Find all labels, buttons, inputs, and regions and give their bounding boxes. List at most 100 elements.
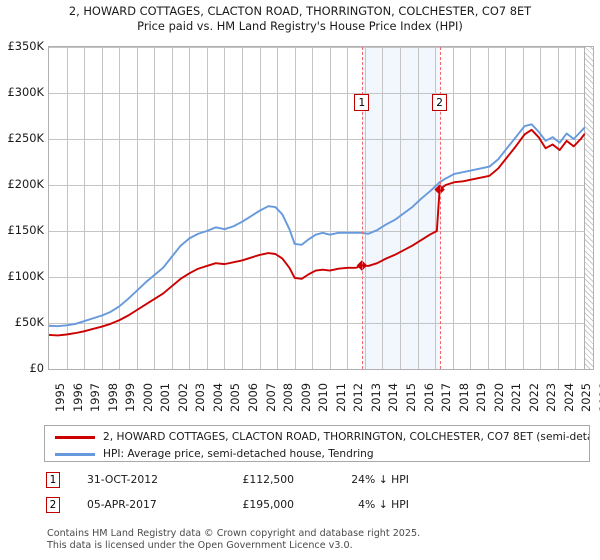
x-axis-tick-label: 2016 bbox=[421, 383, 436, 412]
y-axis-tick-label: £100K bbox=[7, 269, 44, 283]
page-title: 2, HOWARD COTTAGES, CLACTON ROAD, THORRI… bbox=[68, 4, 532, 18]
gridline-vertical bbox=[154, 47, 156, 369]
legend-swatch-hpi bbox=[55, 453, 95, 456]
transaction-badge-2: 2 bbox=[46, 497, 60, 513]
x-axis-tick-label: 2008 bbox=[281, 383, 296, 412]
marker-callout-1: 1 bbox=[354, 94, 370, 111]
x-axis-tick-label: 1998 bbox=[105, 383, 120, 412]
gridline-horizontal bbox=[49, 47, 593, 48]
table-row: 2 05-APR-2017 £195,000 4% ↓ HPI bbox=[44, 495, 594, 520]
page-subtitle: Price paid vs. HM Land Registry's House … bbox=[137, 19, 463, 33]
x-axis-tick-label: 2017 bbox=[439, 383, 454, 412]
gridline-vertical bbox=[399, 47, 401, 369]
gridline-vertical bbox=[189, 47, 191, 369]
x-axis: 1995 1996 1997 1998 1999 2000 2001 2002 2003 2004… bbox=[48, 372, 600, 414]
x-axis-tick-label: 2012 bbox=[351, 383, 366, 412]
legend-label-hpi: HPI: Average price, semi-detached house,… bbox=[103, 448, 374, 460]
x-axis-tick-label: 1997 bbox=[88, 383, 103, 412]
legend-label-price-paid: 2, HOWARD COTTAGES, CLACTON ROAD, THORRI… bbox=[103, 431, 589, 443]
gridline-horizontal bbox=[49, 93, 593, 94]
x-axis-tick-label: 1999 bbox=[123, 383, 138, 412]
gridline-horizontal bbox=[49, 139, 593, 140]
transaction-date-1: 31-OCT-2012 bbox=[87, 473, 158, 486]
future-region-hatch bbox=[584, 47, 593, 369]
gridline-vertical bbox=[277, 47, 279, 369]
x-axis-tick-label: 2018 bbox=[456, 383, 471, 412]
x-axis-tick-label: 1995 bbox=[53, 383, 67, 412]
x-axis-tick-label: 2025 bbox=[579, 383, 594, 412]
y-axis-tick-label: £250K bbox=[7, 131, 44, 145]
x-axis-tick-label: 2015 bbox=[403, 383, 418, 412]
marker-vertical-line bbox=[439, 47, 441, 369]
gridline-vertical bbox=[242, 47, 244, 369]
gridline-vertical bbox=[84, 47, 86, 369]
y-axis-tick-label: £350K bbox=[7, 39, 44, 53]
x-axis-tick-label: 2005 bbox=[228, 383, 243, 412]
x-axis-tick-label: 2020 bbox=[491, 383, 506, 412]
x-axis-tick-label: 2006 bbox=[246, 383, 261, 412]
transactions-table: 1 31-OCT-2012 £112,500 24% ↓ HPI 2 05-AP… bbox=[44, 470, 594, 520]
gridline-vertical bbox=[294, 47, 296, 369]
gridline-horizontal bbox=[49, 231, 593, 232]
x-axis-tick-label: 2007 bbox=[263, 383, 278, 412]
marker-vertical-line bbox=[361, 47, 363, 369]
x-axis-tick-label: 2009 bbox=[298, 383, 313, 412]
x-axis-tick-label: 2019 bbox=[474, 383, 489, 412]
gridline-vertical bbox=[470, 47, 472, 369]
chart-title-block: 2, HOWARD COTTAGES, CLACTON ROAD, THORRI… bbox=[0, 4, 600, 34]
gridline-vertical bbox=[119, 47, 121, 369]
gridline-vertical bbox=[364, 47, 366, 369]
y-axis-tick-label: £0 bbox=[29, 361, 45, 375]
gridline-vertical bbox=[66, 47, 68, 369]
transaction-hpi-delta-2: 4% ↓ HPI bbox=[358, 498, 409, 511]
gridline-vertical bbox=[522, 47, 524, 369]
x-axis-tick-label: 2014 bbox=[386, 383, 401, 412]
transaction-price-2: £195,000 bbox=[242, 498, 294, 511]
series-lines bbox=[49, 123, 586, 337]
gridline-vertical bbox=[540, 47, 542, 369]
y-axis-tick-label: £150K bbox=[7, 223, 44, 237]
x-axis-tick-label: 2004 bbox=[210, 383, 225, 412]
x-axis-tick-label: 1996 bbox=[70, 383, 85, 412]
gridline-vertical bbox=[329, 47, 331, 369]
gridline-vertical bbox=[487, 47, 489, 369]
y-axis-tick-label: £50K bbox=[14, 315, 44, 329]
series-line bbox=[49, 123, 586, 328]
transaction-hpi-delta-1: 24% ↓ HPI bbox=[351, 473, 409, 486]
x-axis-tick-label: 2022 bbox=[526, 383, 541, 412]
y-axis: £0 £50K £100K £150K £200K £250K £300K £350K bbox=[0, 39, 44, 375]
x-axis-tick-label: 2024 bbox=[561, 383, 576, 412]
gridline-vertical bbox=[452, 47, 454, 369]
gridline-vertical bbox=[435, 47, 437, 369]
x-axis-tick-label: 2013 bbox=[368, 383, 383, 412]
gridline-vertical bbox=[136, 47, 138, 369]
gridline-vertical bbox=[259, 47, 261, 369]
x-axis-tick-label: 2003 bbox=[193, 383, 208, 412]
transaction-badge-1: 1 bbox=[46, 472, 60, 488]
x-axis-tick-label: 2000 bbox=[140, 383, 155, 412]
gridline-horizontal bbox=[49, 185, 593, 186]
table-row: 1 31-OCT-2012 £112,500 24% ↓ HPI bbox=[44, 470, 594, 495]
gridline-horizontal bbox=[49, 323, 593, 324]
gridline-vertical bbox=[101, 47, 103, 369]
footer-licence: This data is licensed under the Open Gov… bbox=[47, 539, 353, 551]
x-axis-tick-label: 2023 bbox=[544, 383, 559, 412]
gridline-vertical bbox=[417, 47, 419, 369]
x-axis-tick-label: 2021 bbox=[509, 383, 524, 412]
y-axis-tick-label: £200K bbox=[7, 177, 44, 191]
marker-callout-2: 2 bbox=[432, 94, 448, 111]
gridline-vertical bbox=[171, 47, 173, 369]
x-axis-tick-label: 2010 bbox=[316, 383, 331, 412]
chart-legend: 2, HOWARD COTTAGES, CLACTON ROAD, THORRI… bbox=[44, 425, 590, 462]
footer-copyright: Contains HM Land Registry data © Crown c… bbox=[47, 528, 421, 539]
series-line bbox=[49, 128, 586, 337]
gridline-vertical bbox=[575, 47, 577, 369]
gridline-vertical bbox=[347, 47, 349, 369]
transaction-date-2: 05-APR-2017 bbox=[87, 498, 157, 511]
gridline-vertical bbox=[382, 47, 384, 369]
gridline-horizontal bbox=[49, 369, 593, 370]
x-axis-tick-label: 2002 bbox=[175, 383, 190, 412]
x-axis-tick-label: 2011 bbox=[333, 383, 348, 412]
legend-swatch-price-paid bbox=[55, 436, 95, 439]
